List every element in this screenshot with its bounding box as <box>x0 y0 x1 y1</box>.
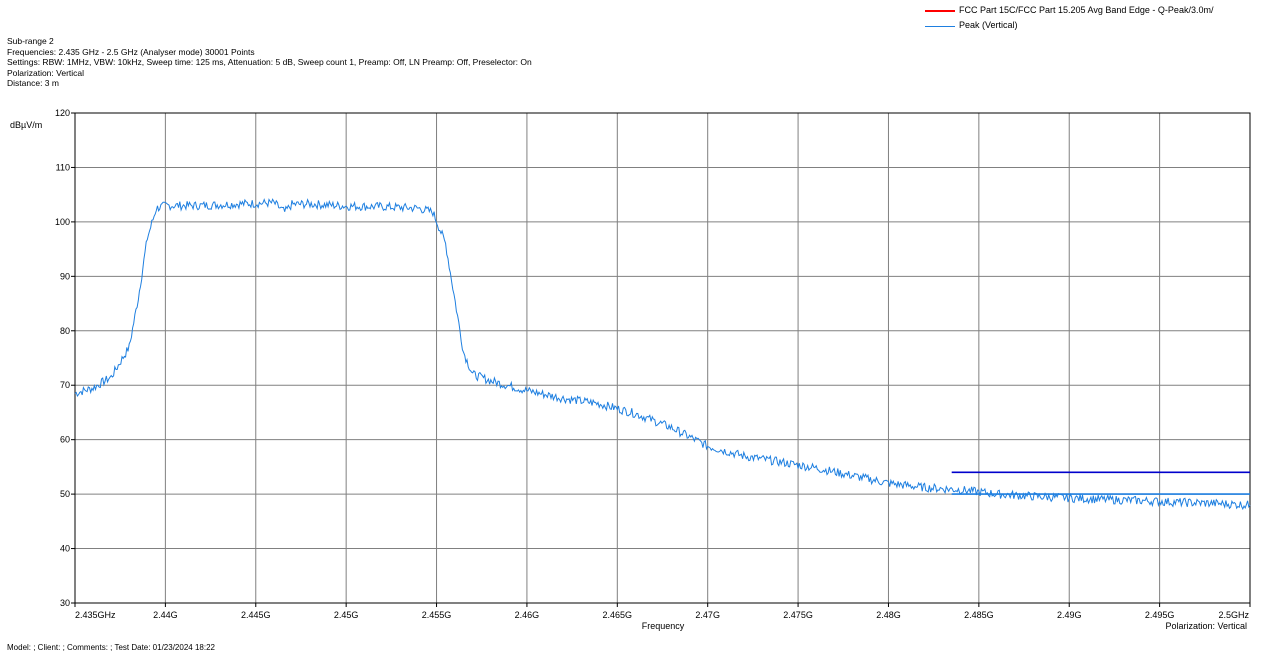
chart-series <box>75 199 1250 509</box>
x-tick-label: 2.495G <box>1145 610 1175 620</box>
x-tick-label: 2.475G <box>783 610 813 620</box>
y-tick-label: 50 <box>60 489 70 499</box>
x-tick-label: 2.48G <box>876 610 901 620</box>
y-tick-label: 70 <box>60 380 70 390</box>
y-tick-label: 60 <box>60 435 70 445</box>
y-axis-label: dBµV/m <box>10 120 42 130</box>
y-axis-ticks: 30 40 50 60 70 80 90 100 110 120 <box>55 108 75 608</box>
y-tick-label: 110 <box>56 162 70 172</box>
x-tick-label: 2.5GHz <box>1218 610 1249 620</box>
polarization-corner-label: Polarization: Vertical <box>1165 621 1247 631</box>
footer-info: Model: ; Client: ; Comments: ; Test Date… <box>7 643 215 652</box>
x-tick-label: 2.47G <box>695 610 720 620</box>
x-axis-label: Frequency <box>642 621 685 631</box>
y-tick-label: 90 <box>60 271 70 281</box>
y-tick-label: 30 <box>60 598 70 608</box>
y-tick-label: 120 <box>55 108 70 118</box>
chart-grid <box>75 113 1250 603</box>
y-tick-label: 80 <box>60 326 70 336</box>
x-tick-label: 2.49G <box>1057 610 1082 620</box>
x-tick-label: 2.46G <box>515 610 540 620</box>
x-tick-label: 2.45G <box>334 610 359 620</box>
x-axis-ticks: 2.435GHz 2.44G 2.445G 2.45G 2.455G 2.46G 2.465… <box>75 603 1250 620</box>
series-line-peak <box>75 199 1250 509</box>
y-tick-label: 40 <box>60 544 70 554</box>
x-tick-label: 2.445G <box>241 610 271 620</box>
y-tick-label: 100 <box>55 217 70 227</box>
plot-frame <box>75 113 1250 603</box>
x-tick-label: 2.435GHz <box>75 610 116 620</box>
x-tick-label: 2.455G <box>422 610 452 620</box>
x-tick-label: 2.44G <box>153 610 178 620</box>
x-tick-label: 2.485G <box>964 610 994 620</box>
x-tick-label: 2.465G <box>603 610 633 620</box>
